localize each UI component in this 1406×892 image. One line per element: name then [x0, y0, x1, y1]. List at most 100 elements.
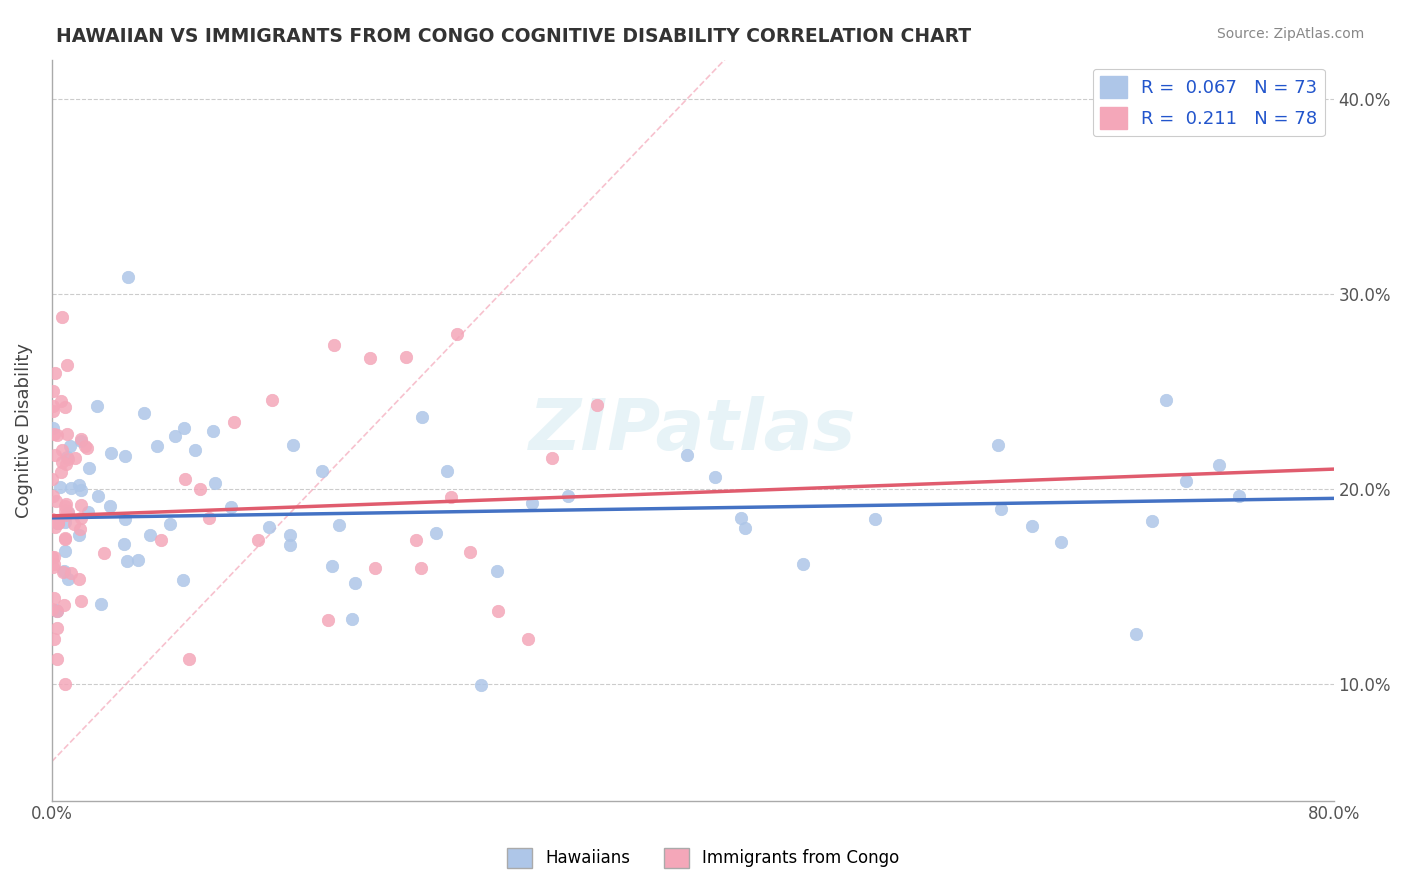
Point	[41, 512, 63, 526]
Point	[470, 678, 492, 692]
Point	[184, 442, 207, 457]
Point	[42, 420, 65, 434]
Point	[460, 545, 482, 559]
Point	[56, 426, 79, 441]
Point	[172, 573, 194, 587]
Point	[42, 399, 65, 413]
Point	[436, 464, 458, 478]
Point	[1227, 489, 1250, 503]
Y-axis label: Cognitive Disability: Cognitive Disability	[15, 343, 32, 517]
Point	[55, 508, 77, 523]
Point	[204, 476, 226, 491]
Point	[100, 446, 122, 460]
Point	[70, 511, 93, 525]
Point	[41, 472, 63, 486]
Point	[62, 516, 84, 531]
Point	[219, 500, 242, 515]
Point	[69, 522, 91, 536]
Point	[734, 520, 756, 534]
Point	[278, 527, 301, 541]
Point	[557, 489, 579, 503]
Point	[70, 432, 93, 446]
Point	[127, 553, 149, 567]
Point	[246, 533, 269, 548]
Point	[42, 403, 65, 417]
Point	[90, 598, 112, 612]
Point	[792, 558, 814, 572]
Point	[53, 504, 76, 518]
Point	[70, 498, 93, 512]
Point	[486, 604, 509, 618]
Point	[52, 565, 75, 579]
Point	[53, 515, 76, 529]
Point	[41, 602, 63, 616]
Point	[409, 561, 432, 575]
Point	[440, 490, 463, 504]
Point	[173, 472, 195, 486]
Point	[55, 497, 77, 511]
Point	[45, 428, 67, 442]
Point	[70, 483, 93, 498]
Point	[49, 479, 72, 493]
Point	[262, 393, 284, 408]
Point	[201, 425, 224, 439]
Point	[46, 604, 69, 618]
Point	[446, 326, 468, 341]
Point	[1140, 514, 1163, 528]
Legend: R =  0.067   N = 73, R =  0.211   N = 78: R = 0.067 N = 73, R = 0.211 N = 78	[1092, 69, 1324, 136]
Point	[163, 428, 186, 442]
Point	[517, 632, 540, 647]
Point	[224, 415, 246, 429]
Point	[44, 519, 66, 533]
Point	[257, 520, 280, 534]
Point	[520, 495, 543, 509]
Point	[46, 652, 69, 666]
Point	[56, 506, 79, 520]
Point	[56, 572, 79, 586]
Point	[45, 603, 67, 617]
Point	[359, 351, 381, 366]
Point	[321, 559, 343, 574]
Point	[53, 676, 76, 690]
Point	[53, 531, 76, 545]
Point	[322, 338, 344, 352]
Point	[46, 516, 69, 531]
Point	[112, 537, 135, 551]
Point	[177, 652, 200, 666]
Point	[114, 449, 136, 463]
Point	[42, 384, 65, 398]
Point	[139, 528, 162, 542]
Point	[73, 439, 96, 453]
Point	[55, 450, 77, 465]
Point	[49, 465, 72, 479]
Point	[676, 448, 699, 462]
Point	[198, 510, 221, 524]
Point	[1208, 458, 1230, 472]
Point	[58, 451, 80, 466]
Point	[59, 481, 82, 495]
Point	[863, 512, 886, 526]
Point	[44, 366, 66, 380]
Point	[51, 455, 73, 469]
Point	[53, 400, 76, 414]
Point	[343, 576, 366, 591]
Point	[586, 398, 609, 412]
Point	[53, 500, 76, 514]
Point	[340, 612, 363, 626]
Point	[58, 505, 80, 519]
Point	[46, 516, 69, 530]
Point	[541, 450, 564, 465]
Point	[117, 270, 139, 285]
Point	[44, 448, 66, 462]
Point	[1125, 627, 1147, 641]
Point	[485, 564, 508, 578]
Point	[46, 621, 69, 635]
Point	[990, 502, 1012, 516]
Point	[87, 489, 110, 503]
Text: HAWAIIAN VS IMMIGRANTS FROM CONGO COGNITIVE DISABILITY CORRELATION CHART: HAWAIIAN VS IMMIGRANTS FROM CONGO COGNIT…	[56, 27, 972, 45]
Point	[405, 533, 427, 547]
Point	[1050, 535, 1073, 549]
Point	[42, 426, 65, 441]
Point	[425, 526, 447, 541]
Point	[67, 572, 90, 586]
